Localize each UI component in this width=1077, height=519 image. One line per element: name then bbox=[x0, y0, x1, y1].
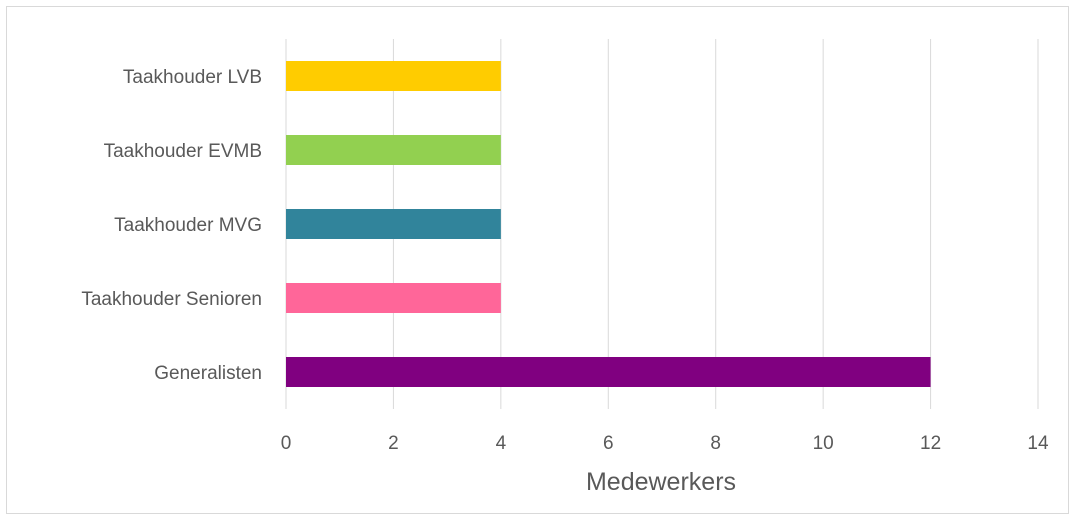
category-label: Taakhouder EVMB bbox=[104, 141, 262, 162]
x-tick-label: 4 bbox=[496, 433, 507, 454]
x-tick-label: 14 bbox=[1027, 433, 1049, 454]
chart-frame bbox=[6, 6, 1069, 514]
x-axis-title: Medewerkers bbox=[586, 468, 736, 496]
category-label: Taakhouder Senioren bbox=[81, 289, 262, 310]
category-labels: Taakhouder LVB Taakhouder EVMB Taakhouder … bbox=[81, 67, 262, 384]
category-label: Taakhouder LVB bbox=[123, 67, 262, 88]
bar-taakhouder-evmb bbox=[286, 135, 501, 165]
x-tick-label: 12 bbox=[920, 433, 941, 454]
x-tick-labels: 0 2 4 6 8 10 12 14 bbox=[281, 433, 1049, 454]
bar-taakhouder-mvg bbox=[286, 209, 501, 239]
bar-taakhouder-senioren bbox=[286, 283, 501, 313]
bar-generalisten bbox=[286, 357, 931, 387]
x-tick-label: 0 bbox=[281, 433, 292, 454]
category-label: Taakhouder MVG bbox=[114, 215, 262, 236]
bars bbox=[286, 61, 931, 387]
category-label: Generalisten bbox=[154, 363, 262, 384]
x-tick-label: 10 bbox=[813, 433, 834, 454]
gridlines bbox=[285, 39, 1039, 409]
x-tick-label: 6 bbox=[603, 433, 614, 454]
x-tick-label: 2 bbox=[388, 433, 399, 454]
bar-taakhouder-lvb bbox=[286, 61, 501, 91]
x-tick-label: 8 bbox=[710, 433, 721, 454]
